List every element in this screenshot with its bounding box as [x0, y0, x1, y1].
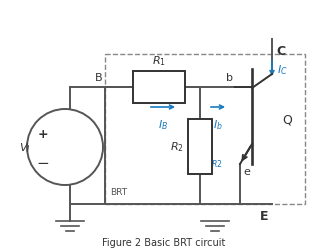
Text: C: C — [276, 45, 285, 58]
Text: $I_C$: $I_C$ — [277, 63, 288, 77]
Bar — [188, 119, 212, 174]
Text: $I_{R2}$: $I_{R2}$ — [208, 155, 223, 169]
Text: $R_1$: $R_1$ — [152, 54, 166, 68]
Text: $V_I$: $V_I$ — [19, 141, 31, 154]
Text: b: b — [226, 73, 233, 83]
Text: −: − — [37, 156, 49, 171]
Text: $I_B$: $I_B$ — [158, 117, 168, 131]
Text: E: E — [260, 209, 268, 222]
Text: Q: Q — [282, 113, 292, 126]
Text: $I_b$: $I_b$ — [213, 117, 223, 131]
Text: $R_2$: $R_2$ — [170, 140, 184, 154]
Text: BRT: BRT — [110, 187, 127, 196]
Text: Figure 2 Basic BRT circuit: Figure 2 Basic BRT circuit — [102, 237, 226, 247]
Bar — [133, 72, 185, 104]
Text: e: e — [243, 166, 250, 176]
Text: +: + — [38, 127, 48, 140]
Text: B: B — [94, 73, 102, 83]
